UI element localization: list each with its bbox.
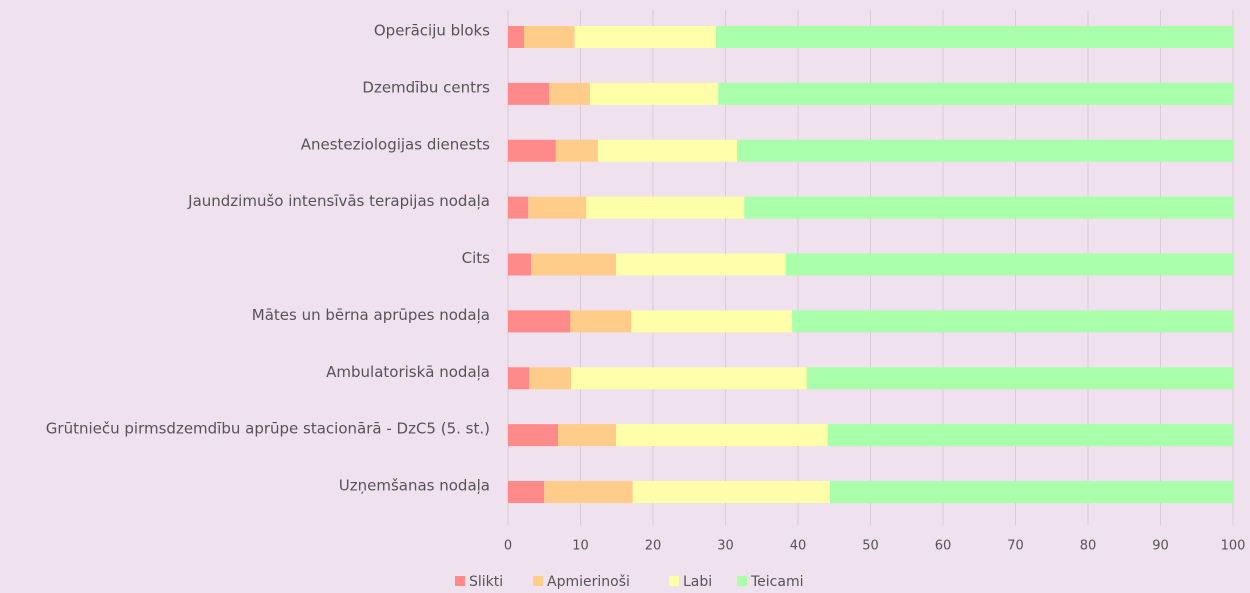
y-tick-label: Jaundzimušo intensīvās terapijas nodaļa [187,192,490,210]
bar-segment [785,253,1233,276]
x-tick-label: 100 [1221,539,1246,554]
bar-segment [716,26,1233,48]
bar-segment [558,424,617,447]
bar-segment [508,367,530,390]
bar-segment [586,196,745,219]
bar-segment [508,82,550,105]
y-tick-label: Anesteziologijas dienests [301,135,490,153]
bar-segment [528,196,587,219]
bar-segment [827,424,1233,447]
legend-label: Labi [683,574,712,590]
bar-segment [631,310,793,333]
bar-segment [737,139,1233,162]
legend-swatch [533,576,543,586]
x-tick-label: 20 [645,539,662,554]
bar-segment [549,82,590,105]
y-tick-label: Mātes un bērna aprūpes nodaļa [252,306,490,324]
x-tick-label: 10 [572,539,589,554]
bar-segment [544,481,633,503]
bar-segment [508,481,545,503]
y-tick-label: Dzemdību centrs [362,78,490,96]
bar-segment [570,310,632,333]
x-tick-label: 70 [1007,539,1024,554]
y-tick-label: Operāciju bloks [374,22,490,40]
legend-swatch [455,576,465,586]
bar-segment [508,139,556,162]
bar-segment [529,367,572,390]
x-tick-label: 50 [862,539,879,554]
y-tick-label: Ambulatoriskā nodaļa [326,363,490,381]
legend-swatch [669,576,679,586]
bar-segment [508,196,529,219]
x-tick-label: 40 [790,539,807,554]
bar-segment [597,139,738,162]
bar-segment [555,139,598,162]
bar-segment [508,26,524,48]
bar-segment [616,424,828,447]
bar-segment [508,310,571,333]
bar-segment [792,310,1233,333]
y-tick-label: Grūtnieču pirmsdzemdību aprūpe stacionār… [46,420,490,438]
legend-label: Teicami [750,574,803,590]
bar-segment [508,253,532,276]
bar-segment [632,481,830,503]
x-tick-label: 90 [1152,539,1169,554]
legend-label: Slikti [469,574,503,590]
bar-segment [508,424,559,447]
x-tick-label: 60 [935,539,952,554]
y-tick-label: Cits [462,249,491,267]
bar-segment [718,82,1233,105]
bar-segment [571,367,807,390]
x-tick-label: 30 [717,539,734,554]
x-tick-label: 0 [504,539,512,554]
bar-segment [589,82,719,105]
y-tick-label: Uzņemšanas nodaļa [339,477,490,495]
x-tick-label: 80 [1080,539,1097,554]
bar-segment [531,253,617,276]
bar-segment [574,26,717,48]
bar-segment [616,253,786,276]
legend-label: Apmierinoši [547,574,630,590]
bar-segment [523,26,575,48]
bar-segment [829,481,1233,503]
legend-swatch [737,576,747,586]
bar-segment [806,367,1233,390]
bar-segment [744,196,1233,219]
